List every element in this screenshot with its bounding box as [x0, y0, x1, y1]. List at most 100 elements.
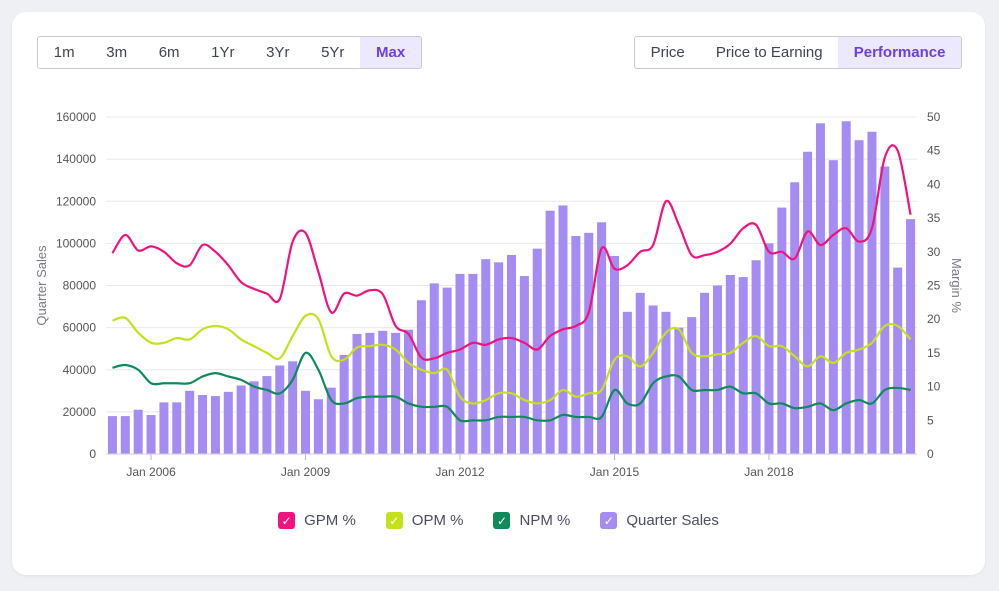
sales-bar[interactable]: [146, 415, 156, 454]
sales-bar[interactable]: [635, 292, 645, 454]
x-tick-label: Jan 2009: [281, 465, 331, 479]
npm-line[interactable]: [112, 351, 911, 423]
sales-bar[interactable]: [416, 300, 426, 454]
sales-bar[interactable]: [777, 207, 787, 454]
sales-bar[interactable]: [751, 260, 761, 454]
legend-label: Quarter Sales: [626, 512, 719, 529]
sales-bar[interactable]: [455, 273, 465, 454]
sales-bar[interactable]: [532, 248, 542, 454]
range-3yr-button[interactable]: 3Yr: [266, 44, 290, 61]
sales-bar[interactable]: [597, 222, 607, 454]
x-tick-label: Jan 2018: [744, 465, 794, 479]
sales-bar[interactable]: [815, 123, 825, 454]
sales-bar[interactable]: [519, 276, 529, 454]
sales-bar[interactable]: [120, 416, 130, 454]
sales-bar[interactable]: [790, 182, 800, 454]
sales-bar[interactable]: [867, 131, 877, 454]
left-tick-label: 40000: [63, 363, 97, 377]
sales-bar[interactable]: [764, 243, 774, 454]
right-tick-label: 20: [927, 312, 941, 326]
legend-item-quarter-sales[interactable]: ✓ Quarter Sales: [600, 512, 719, 529]
sales-bar[interactable]: [494, 262, 504, 454]
legend-item-opm[interactable]: ✓ OPM %: [385, 512, 464, 529]
mode-price-button[interactable]: Price: [650, 44, 685, 61]
chart-mode-selector: Price Price to Earning Performance: [634, 36, 962, 69]
sales-bar[interactable]: [429, 283, 439, 454]
right-tick-label: 15: [927, 346, 941, 360]
opm-line[interactable]: [112, 312, 912, 405]
sales-bar[interactable]: [107, 416, 117, 454]
sales-bar[interactable]: [404, 329, 414, 454]
sales-bar[interactable]: [687, 317, 697, 454]
right-tick-label: 50: [927, 110, 941, 124]
range-1m-button[interactable]: 1m: [53, 44, 75, 61]
range-5yr-button[interactable]: 5Yr: [321, 44, 345, 61]
sales-bar[interactable]: [365, 332, 375, 454]
sales-bar[interactable]: [906, 219, 916, 454]
sales-bar[interactable]: [738, 277, 748, 454]
gpm-line[interactable]: [111, 144, 912, 361]
checkbox-icon[interactable]: ✓: [493, 512, 511, 529]
right-axis-title: Margin %: [949, 258, 964, 313]
sales-bar[interactable]: [352, 333, 362, 454]
sales-bar[interactable]: [172, 402, 182, 454]
sales-bar[interactable]: [288, 361, 298, 454]
sales-bar[interactable]: [712, 285, 722, 455]
sales-bar[interactable]: [236, 385, 246, 454]
left-tick-label: 160000: [56, 110, 96, 124]
sales-bar[interactable]: [326, 387, 336, 454]
range-6m-button[interactable]: 6m: [158, 44, 180, 61]
range-max-button[interactable]: Max: [360, 37, 421, 68]
sales-bar[interactable]: [301, 390, 311, 454]
x-tick-label: Jan 2006: [126, 465, 176, 479]
sales-bar[interactable]: [468, 273, 478, 454]
chart-card: 1m 3m 6m 1Yr 3Yr 5Yr Max Price Price to Earning…: [12, 12, 985, 575]
sales-bar[interactable]: [378, 330, 388, 454]
left-tick-label: 20000: [63, 405, 97, 419]
sales-bar[interactable]: [198, 395, 208, 454]
right-tick-label: 10: [927, 380, 941, 394]
sales-bar[interactable]: [249, 381, 259, 454]
checkbox-icon[interactable]: ✓: [278, 512, 296, 529]
left-tick-label: 0: [89, 447, 96, 461]
sales-bar[interactable]: [159, 402, 169, 454]
sales-bar[interactable]: [481, 259, 491, 454]
sales-bar[interactable]: [893, 267, 903, 454]
sales-bar[interactable]: [262, 376, 272, 454]
range-1yr-button[interactable]: 1Yr: [211, 44, 235, 61]
sales-bar[interactable]: [584, 232, 594, 454]
sales-bar[interactable]: [661, 311, 671, 454]
checkbox-icon[interactable]: ✓: [385, 512, 403, 529]
sales-bar[interactable]: [622, 311, 632, 454]
sales-bar[interactable]: [841, 121, 851, 455]
x-tick-label: Jan 2012: [435, 465, 485, 479]
sales-bar[interactable]: [313, 399, 323, 454]
sales-bar[interactable]: [210, 396, 220, 454]
sales-bar[interactable]: [185, 390, 195, 454]
legend-label: OPM %: [411, 512, 464, 529]
sales-bar[interactable]: [571, 236, 581, 454]
sales-bar[interactable]: [803, 151, 813, 455]
mode-performance-button[interactable]: Performance: [838, 37, 961, 68]
legend-item-gpm[interactable]: ✓ GPM %: [278, 512, 356, 529]
sales-bar[interactable]: [880, 166, 890, 454]
sales-bar[interactable]: [609, 256, 619, 454]
sales-bar[interactable]: [854, 140, 864, 454]
sales-bar[interactable]: [275, 365, 285, 454]
time-range-selector: 1m 3m 6m 1Yr 3Yr 5Yr Max: [37, 36, 422, 69]
sales-bar[interactable]: [828, 160, 838, 454]
right-tick-label: 5: [927, 413, 934, 427]
mode-price-to-earning-button[interactable]: Price to Earning: [715, 44, 823, 61]
sales-bar[interactable]: [648, 305, 658, 454]
legend-item-npm[interactable]: ✓ NPM %: [493, 512, 570, 529]
sales-bar[interactable]: [545, 210, 555, 454]
sales-bar[interactable]: [391, 332, 401, 454]
sales-bar[interactable]: [725, 274, 735, 454]
sales-bar[interactable]: [133, 409, 143, 454]
checkbox-icon[interactable]: ✓: [600, 512, 618, 529]
sales-bar[interactable]: [674, 327, 684, 454]
sales-bar[interactable]: [700, 292, 710, 454]
sales-bar[interactable]: [506, 254, 517, 454]
sales-bar[interactable]: [223, 391, 233, 454]
range-3m-button[interactable]: 3m: [106, 44, 128, 61]
